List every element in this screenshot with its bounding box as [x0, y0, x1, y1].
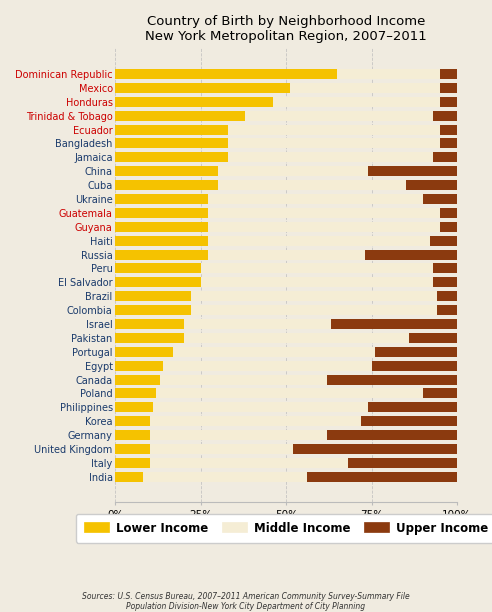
- Bar: [440, 69, 457, 79]
- Bar: [116, 416, 150, 426]
- Bar: [116, 444, 150, 454]
- Bar: [116, 166, 218, 176]
- Bar: [440, 138, 457, 149]
- Bar: [208, 250, 365, 259]
- Bar: [116, 180, 218, 190]
- Bar: [440, 222, 457, 232]
- Bar: [153, 402, 368, 412]
- Bar: [190, 291, 436, 301]
- Bar: [436, 291, 457, 301]
- Bar: [338, 69, 440, 79]
- Bar: [423, 389, 457, 398]
- Bar: [116, 263, 201, 274]
- Bar: [116, 375, 160, 384]
- Bar: [228, 138, 440, 149]
- Bar: [430, 236, 457, 245]
- Bar: [440, 97, 457, 106]
- Bar: [423, 194, 457, 204]
- Bar: [218, 166, 368, 176]
- Bar: [433, 152, 457, 162]
- Bar: [406, 180, 457, 190]
- Bar: [143, 472, 307, 482]
- Bar: [116, 458, 150, 468]
- Bar: [201, 263, 433, 274]
- Bar: [440, 124, 457, 135]
- Bar: [368, 166, 457, 176]
- Legend: Lower Income, Middle Income, Upper Income: Lower Income, Middle Income, Upper Incom…: [76, 513, 492, 543]
- Bar: [436, 305, 457, 315]
- Bar: [116, 291, 190, 301]
- Bar: [116, 97, 273, 106]
- Bar: [116, 319, 184, 329]
- Bar: [116, 347, 174, 357]
- Bar: [116, 138, 228, 149]
- Bar: [293, 444, 457, 454]
- Bar: [331, 319, 457, 329]
- Bar: [348, 458, 457, 468]
- Bar: [150, 458, 348, 468]
- Bar: [368, 402, 457, 412]
- Bar: [290, 83, 440, 93]
- Bar: [116, 194, 208, 204]
- Bar: [371, 360, 457, 371]
- Bar: [150, 416, 361, 426]
- Bar: [440, 208, 457, 218]
- Bar: [116, 305, 190, 315]
- Bar: [116, 430, 150, 440]
- Bar: [116, 472, 143, 482]
- Bar: [174, 347, 375, 357]
- Bar: [228, 152, 433, 162]
- Bar: [307, 472, 457, 482]
- Bar: [160, 375, 327, 384]
- Bar: [201, 277, 433, 288]
- Bar: [116, 83, 290, 93]
- Bar: [190, 305, 436, 315]
- Bar: [163, 360, 371, 371]
- Bar: [116, 222, 208, 232]
- Bar: [361, 416, 457, 426]
- Bar: [208, 194, 423, 204]
- Bar: [273, 97, 440, 106]
- Bar: [184, 333, 409, 343]
- Bar: [218, 180, 406, 190]
- Bar: [327, 430, 457, 440]
- Bar: [116, 389, 156, 398]
- Bar: [116, 277, 201, 288]
- Bar: [365, 250, 457, 259]
- Bar: [433, 263, 457, 274]
- Bar: [327, 375, 457, 384]
- Bar: [208, 236, 430, 245]
- Bar: [116, 152, 228, 162]
- Bar: [116, 111, 245, 121]
- Bar: [116, 360, 163, 371]
- Title: Country of Birth by Neighborhood Income
New York Metropolitan Region, 2007–2011: Country of Birth by Neighborhood Income …: [145, 15, 427, 43]
- Bar: [116, 124, 228, 135]
- Bar: [440, 83, 457, 93]
- Bar: [433, 111, 457, 121]
- Bar: [409, 333, 457, 343]
- Bar: [116, 208, 208, 218]
- Bar: [433, 277, 457, 288]
- Bar: [116, 250, 208, 259]
- Bar: [228, 124, 440, 135]
- Bar: [116, 333, 184, 343]
- Bar: [245, 111, 433, 121]
- Bar: [375, 347, 457, 357]
- Bar: [208, 222, 440, 232]
- Bar: [116, 402, 153, 412]
- Bar: [156, 389, 423, 398]
- Bar: [150, 444, 293, 454]
- Bar: [150, 430, 327, 440]
- Text: Sources: U.S. Census Bureau, 2007–2011 American Community Survey-Summary File
Po: Sources: U.S. Census Bureau, 2007–2011 A…: [82, 592, 410, 611]
- Bar: [208, 208, 440, 218]
- Bar: [184, 319, 331, 329]
- Bar: [116, 69, 338, 79]
- Bar: [116, 236, 208, 245]
